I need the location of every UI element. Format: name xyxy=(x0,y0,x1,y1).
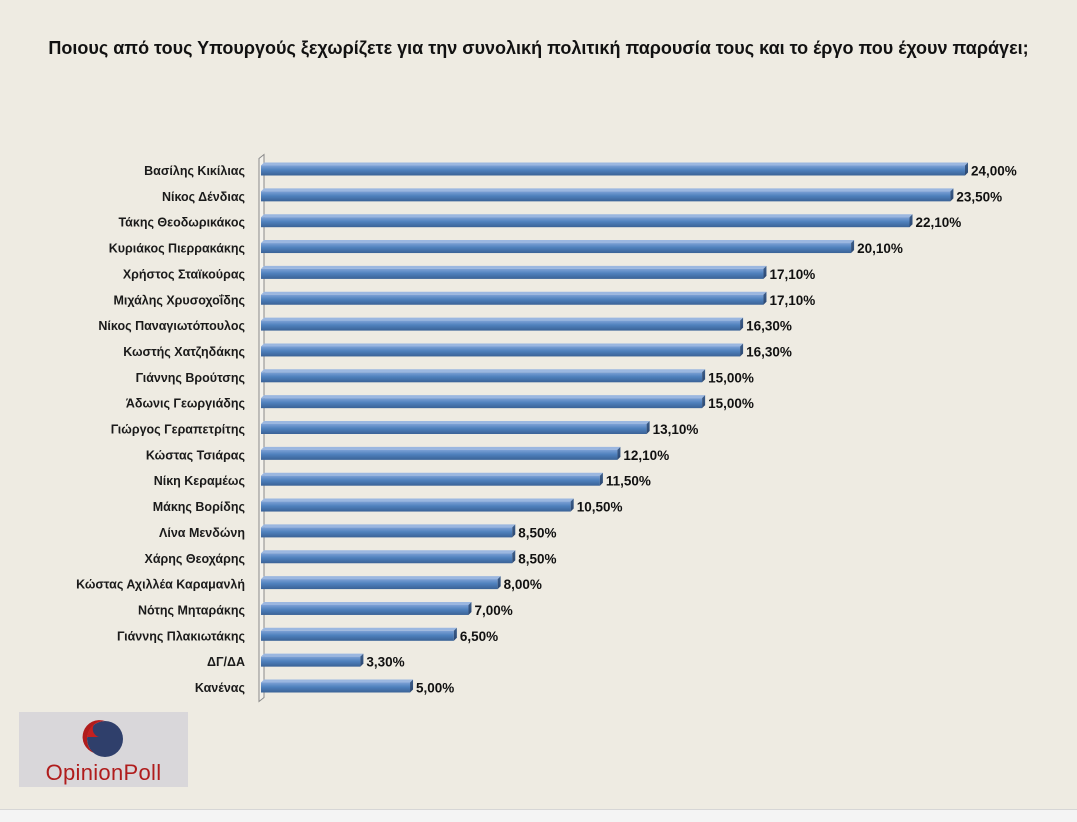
category-label: Κωστής Χατζηδάκης xyxy=(123,345,245,359)
category-label: Κώστας Αχιλλέα Καραμανλή xyxy=(76,578,245,592)
value-label: 16,30% xyxy=(746,344,792,359)
category-label: Λίνα Μενδώνη xyxy=(159,526,245,540)
category-label: Τάκης Θεοδωρικάκος xyxy=(118,216,245,230)
bar xyxy=(261,524,516,538)
category-label: Μάκης Βορίδης xyxy=(153,500,245,514)
category-label: Νότης Μηταράκης xyxy=(138,603,245,617)
value-label: 5,00% xyxy=(416,681,454,696)
category-label: ΔΓ/ΔΑ xyxy=(207,655,245,669)
category-label: Γιώργος Γεραπετρίτης xyxy=(111,423,245,437)
bar xyxy=(261,240,855,254)
bar xyxy=(261,576,501,590)
category-label: Νίκος Δένδιας xyxy=(162,190,245,204)
bar xyxy=(261,421,650,434)
bar xyxy=(261,472,603,486)
value-label: 16,30% xyxy=(746,319,792,334)
category-label: Κυριάκος Πιερρακάκης xyxy=(109,242,245,256)
bar xyxy=(261,291,767,305)
category-label: Νίκη Κεραμέως xyxy=(154,474,245,488)
bar xyxy=(261,498,574,512)
bar xyxy=(261,265,767,279)
bar xyxy=(261,214,913,228)
bar xyxy=(261,653,364,667)
value-label: 22,10% xyxy=(916,215,962,230)
category-label: Γιάννης Πλακιωτάκης xyxy=(117,629,245,643)
category-label: Κανένας xyxy=(195,681,245,695)
bar xyxy=(261,188,954,202)
category-label: Μιχάλης Χρυσοχοΐδης xyxy=(113,293,245,307)
category-label: Άδωνις Γεωργιάδης xyxy=(126,397,245,411)
bottom-strip xyxy=(0,809,1077,822)
bar xyxy=(261,550,516,564)
value-label: 6,50% xyxy=(460,629,498,644)
category-label: Χρήστος Σταϊκούρας xyxy=(123,267,245,281)
value-label: 3,30% xyxy=(366,655,404,670)
chart-title: Ποιους από τους Υπουργούς ξεχωρίζετε για… xyxy=(48,38,1029,58)
value-label: 13,10% xyxy=(653,422,699,437)
value-label: 15,00% xyxy=(708,370,754,385)
value-label: 12,10% xyxy=(623,448,669,463)
logo-text: OpinionPoll xyxy=(45,760,162,785)
value-label: 8,50% xyxy=(518,525,556,540)
value-label: 20,10% xyxy=(857,241,903,256)
category-label: Γιάννης Βρούτσης xyxy=(136,371,245,385)
value-label: 17,10% xyxy=(769,267,815,282)
bar xyxy=(261,317,744,331)
bar xyxy=(261,446,621,460)
value-label: 11,50% xyxy=(606,474,651,489)
category-label: Χάρης Θεοχάρης xyxy=(144,552,245,566)
bar xyxy=(261,369,706,383)
value-label: 17,10% xyxy=(769,293,815,308)
category-label: Βασίλης Κικίλιας xyxy=(144,164,245,178)
bar xyxy=(261,395,706,409)
value-label: 7,00% xyxy=(474,603,512,618)
value-label: 24,00% xyxy=(971,164,1017,179)
value-label: 8,50% xyxy=(518,551,556,566)
opinionpoll-logo: OpinionPoll xyxy=(19,712,188,787)
bar xyxy=(261,601,472,615)
value-label: 23,50% xyxy=(956,189,1002,204)
bar xyxy=(261,162,968,176)
value-label: 15,00% xyxy=(708,396,754,411)
logo-circle-icon xyxy=(82,720,123,757)
bar xyxy=(261,343,744,357)
category-label: Κώστας Τσιάρας xyxy=(146,448,245,462)
category-label: Νίκος Παναγιωτόπουλος xyxy=(98,319,245,333)
bar xyxy=(261,627,457,641)
bar xyxy=(261,679,414,693)
value-label: 8,00% xyxy=(504,577,542,592)
value-label: 10,50% xyxy=(577,500,623,515)
